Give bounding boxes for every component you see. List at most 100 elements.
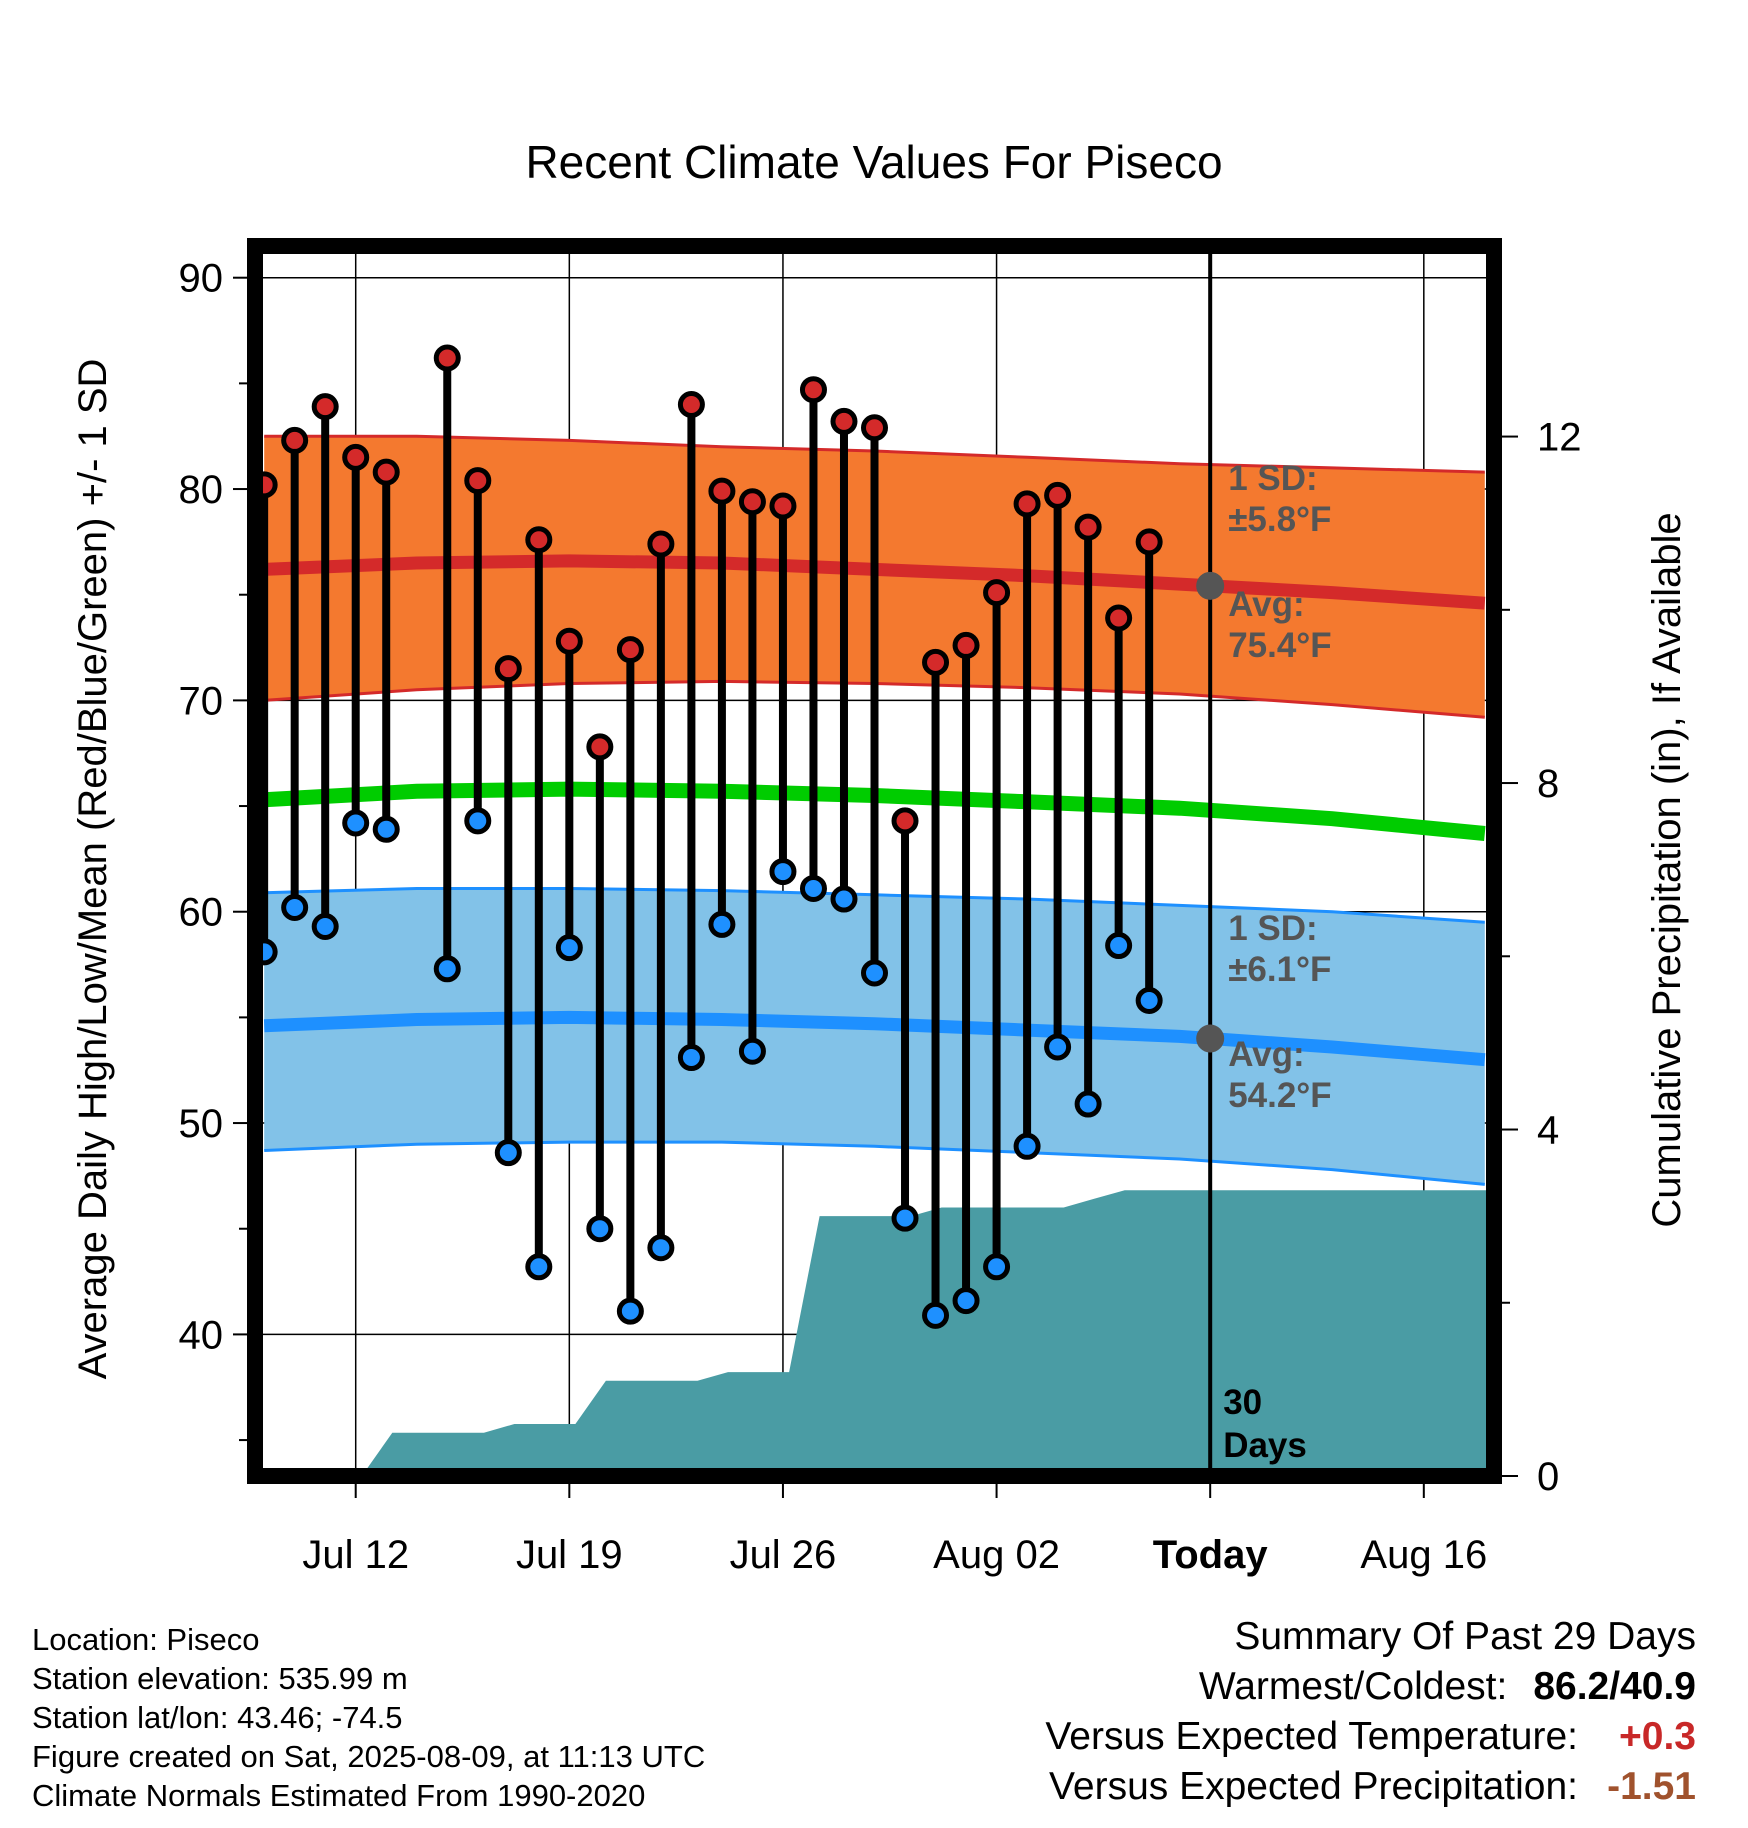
climate-chart: Recent Climate Values For Piseco 1 SD:±5… <box>71 136 1689 1577</box>
high-sd-value: ±5.8°F <box>1228 500 1331 539</box>
daily-low-point <box>799 874 827 902</box>
daily-high-point <box>1013 490 1041 518</box>
precip-label: Versus Expected Precipitation: <box>1049 1765 1578 1808</box>
today-low-avg-marker <box>1196 1024 1225 1053</box>
x-tick-label: Jul 12 <box>302 1533 409 1577</box>
summary-warm-cold: Warmest/Coldest: 86.2/40.9 <box>1045 1662 1696 1712</box>
warm-cold-label: Warmest/Coldest: <box>1198 1665 1508 1708</box>
daily-high-point <box>952 631 980 659</box>
daily-low-point <box>1105 932 1133 960</box>
daily-low-point <box>1135 986 1163 1014</box>
y-tick-label: 40 <box>179 1313 224 1357</box>
daily-low-point <box>494 1139 522 1167</box>
daily-low-point <box>1074 1090 1102 1118</box>
daily-high-point <box>891 807 919 835</box>
daily-low-point <box>647 1234 675 1262</box>
temp-value: +0.3 <box>1619 1715 1696 1758</box>
y-tick-label: 50 <box>179 1102 224 1146</box>
daily-low-point <box>311 913 339 941</box>
location-text: Location: Piseco <box>32 1622 260 1657</box>
y-tick-label: 60 <box>179 891 224 935</box>
chart-title: Recent Climate Values For Piseco <box>525 136 1222 188</box>
daily-high-point <box>494 655 522 683</box>
x-tick-label: Aug 16 <box>1360 1533 1487 1577</box>
daily-high-point <box>1044 481 1072 509</box>
today-high-avg-marker <box>1196 571 1225 600</box>
days-count-label: 30 <box>1223 1383 1262 1422</box>
daily-high-point <box>677 391 705 419</box>
daily-low-point <box>708 910 736 938</box>
summary-title: Summary Of Past 29 Days <box>1234 1615 1696 1658</box>
high-avg-label: Avg: <box>1228 585 1304 624</box>
daily-high-point <box>647 530 675 558</box>
avg-low-line <box>263 1010 1486 1067</box>
normals-text: Climate Normals Estimated From 1990-2020 <box>32 1778 646 1813</box>
summary-temp: Versus Expected Temperature: +0.3 <box>1045 1712 1696 1762</box>
daily-high-point <box>769 492 797 520</box>
daily-high-point <box>983 579 1011 607</box>
daily-high-point <box>372 458 400 486</box>
precip-value: -1.51 <box>1607 1765 1696 1808</box>
daily-low-point <box>922 1301 950 1329</box>
x-tick-label: Aug 02 <box>933 1533 1060 1577</box>
daily-high-point <box>799 376 827 404</box>
daily-low-point <box>464 807 492 835</box>
daily-high-point <box>555 627 583 655</box>
low-sd-band <box>264 888 1485 1185</box>
daily-low-point <box>861 959 888 987</box>
daily-high-point <box>433 344 461 372</box>
daily-high-point <box>830 407 858 435</box>
created-text: Figure created on Sat, 2025-08-09, at 11… <box>32 1739 706 1774</box>
low-avg-label: Avg: <box>1228 1035 1304 1074</box>
daily-high-point <box>708 477 736 505</box>
daily-low-point <box>769 858 797 886</box>
daily-low-point <box>738 1037 766 1065</box>
x-tick-label: Jul 19 <box>516 1533 623 1577</box>
daily-high-point <box>1074 513 1102 541</box>
y-tick-label: 70 <box>179 679 224 723</box>
daily-low-point <box>372 815 400 843</box>
x-tick-label: Jul 26 <box>730 1533 837 1577</box>
daily-high-point <box>616 636 644 664</box>
y2-axis-title: Cumulative Precipitation (in), If Availa… <box>1645 512 1689 1227</box>
daily-high-point <box>464 467 492 495</box>
low-avg-value: 54.2°F <box>1228 1076 1332 1115</box>
y2-tick-label: 8 <box>1537 762 1559 806</box>
daily-low-point <box>586 1215 614 1243</box>
y-axis-title: Average Daily High/Low/Mean (Red/Blue/Gr… <box>71 359 115 1380</box>
daily-low-point <box>433 955 461 983</box>
daily-high-point <box>1135 528 1163 556</box>
y2-tick-label: 4 <box>1537 1109 1559 1153</box>
high-avg-value: 75.4°F <box>1228 626 1332 665</box>
daily-high-point <box>738 488 766 516</box>
daily-low-point <box>281 893 309 921</box>
latlon-text: Station lat/lon: 43.46; -74.5 <box>32 1700 403 1735</box>
cumulative-precip-area <box>255 1190 1494 1476</box>
y-tick-label: 80 <box>179 468 224 512</box>
daily-low-point <box>616 1297 644 1325</box>
y-tick-label: 90 <box>179 257 224 301</box>
x-tick-label: Today <box>1153 1533 1269 1577</box>
daily-low-point <box>1013 1132 1041 1160</box>
daily-low-point <box>830 885 858 913</box>
high-sd-label: 1 SD: <box>1228 459 1317 498</box>
y2-tick-label: 0 <box>1537 1455 1559 1499</box>
daily-low-point <box>342 809 370 837</box>
y2-tick-label: 12 <box>1537 416 1582 460</box>
temp-label: Versus Expected Temperature: <box>1045 1715 1578 1758</box>
low-sd-label: 1 SD: <box>1228 909 1317 948</box>
summary-panel: Summary Of Past 29 Days Warmest/Coldest:… <box>1045 1612 1696 1812</box>
daily-high-point <box>586 733 614 761</box>
daily-low-point <box>1044 1033 1072 1061</box>
low-sd-value: ±6.1°F <box>1228 950 1331 989</box>
daily-low-point <box>952 1287 980 1315</box>
daily-high-point <box>525 526 553 554</box>
warm-cold-value: 86.2/40.9 <box>1533 1665 1696 1708</box>
station-info: Location: Piseco Station elevation: 535.… <box>32 1620 705 1815</box>
daily-high-point <box>922 648 950 676</box>
elevation-text: Station elevation: 535.99 m <box>32 1661 408 1696</box>
daily-low-point <box>891 1204 919 1232</box>
daily-high-point <box>281 426 309 454</box>
plot-frame <box>247 238 1502 1484</box>
